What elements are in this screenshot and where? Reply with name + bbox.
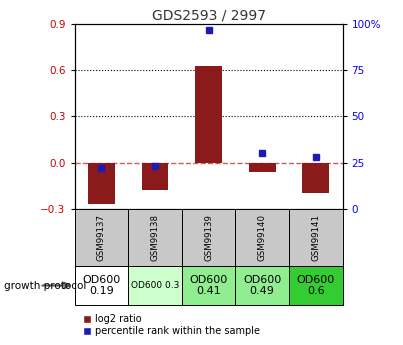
Legend: log2 ratio, percentile rank within the sample: log2 ratio, percentile rank within the s… bbox=[79, 310, 264, 340]
Text: OD600
0.19: OD600 0.19 bbox=[82, 275, 120, 296]
FancyBboxPatch shape bbox=[289, 266, 343, 305]
Text: GSM99137: GSM99137 bbox=[97, 214, 106, 261]
Bar bbox=[195, 66, 222, 162]
FancyBboxPatch shape bbox=[182, 209, 235, 266]
Bar bbox=[249, 162, 276, 172]
FancyBboxPatch shape bbox=[75, 209, 128, 266]
Bar bbox=[302, 162, 329, 193]
FancyBboxPatch shape bbox=[182, 266, 235, 305]
Text: OD600
0.49: OD600 0.49 bbox=[243, 275, 281, 296]
FancyBboxPatch shape bbox=[128, 209, 182, 266]
Text: GSM99141: GSM99141 bbox=[311, 214, 320, 261]
FancyBboxPatch shape bbox=[235, 209, 289, 266]
FancyBboxPatch shape bbox=[128, 266, 182, 305]
FancyBboxPatch shape bbox=[289, 209, 343, 266]
FancyBboxPatch shape bbox=[235, 266, 289, 305]
Text: GSM99139: GSM99139 bbox=[204, 214, 213, 260]
Bar bbox=[88, 162, 115, 204]
Title: GDS2593 / 2997: GDS2593 / 2997 bbox=[152, 9, 266, 23]
Text: OD600 0.3: OD600 0.3 bbox=[131, 281, 179, 290]
Text: OD600
0.6: OD600 0.6 bbox=[297, 275, 335, 296]
Text: GSM99140: GSM99140 bbox=[258, 214, 267, 261]
FancyBboxPatch shape bbox=[75, 266, 128, 305]
Bar bbox=[141, 162, 168, 190]
Text: OD600
0.41: OD600 0.41 bbox=[189, 275, 228, 296]
Text: growth protocol: growth protocol bbox=[4, 281, 86, 290]
Text: GSM99138: GSM99138 bbox=[150, 214, 160, 261]
